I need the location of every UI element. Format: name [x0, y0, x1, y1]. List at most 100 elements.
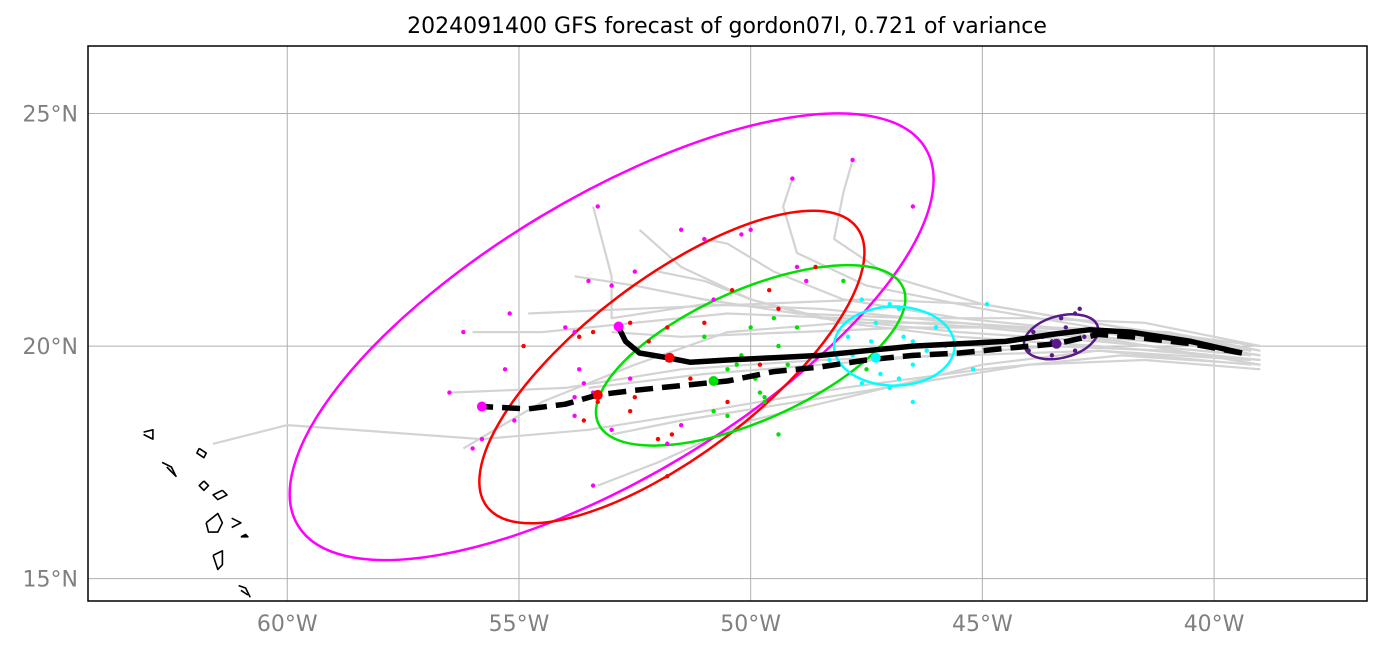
uncertainty-ellipse [288, 112, 935, 562]
x-tick-label: 60°W [257, 612, 318, 637]
ensemble-point [859, 381, 865, 386]
ensemble-point [748, 227, 753, 232]
ensemble-point [725, 413, 730, 419]
ensemble-point [590, 483, 596, 488]
ensemble-point [595, 204, 600, 209]
ensemble-point [757, 362, 763, 367]
ensemble-point [702, 236, 707, 242]
coastline [240, 589, 249, 596]
ensemble-point [521, 343, 526, 349]
ensemble-point [864, 367, 869, 372]
coastline [240, 533, 249, 538]
ensemble-point [845, 334, 851, 339]
ensemble-point [1082, 334, 1087, 339]
ensemble-point [627, 408, 633, 414]
ensemble-point [762, 395, 767, 400]
x-tick-label: 55°W [489, 612, 550, 637]
ensemble-point [646, 339, 651, 344]
ensemble-point [734, 362, 739, 367]
ensemble-point [711, 408, 716, 414]
ensemble-point [581, 418, 587, 423]
ensemble-point [1026, 348, 1031, 353]
ensemble-point [702, 334, 707, 339]
ensemble-point [790, 176, 795, 181]
ensemble-point [887, 301, 892, 307]
ensemble-point [1031, 329, 1036, 335]
ensemble-point [776, 432, 781, 437]
ensemble-point [725, 399, 730, 405]
ensemble-point [669, 432, 675, 437]
mean-position-marker [592, 389, 603, 400]
ensemble-point [1058, 315, 1064, 321]
ensemble-point [1072, 348, 1078, 353]
ensemble-point [873, 320, 878, 326]
grid [88, 46, 1367, 601]
ensemble-point [577, 334, 582, 339]
ensemble-point [748, 325, 753, 330]
ensemble-point [502, 367, 508, 372]
ensemble-point [507, 311, 512, 316]
ensemble-point [1063, 325, 1068, 330]
y-tick-label: 20°N [23, 335, 78, 360]
ensemble-point [461, 329, 466, 335]
coastline [198, 480, 210, 492]
ensemble-point [632, 269, 638, 274]
coastline [161, 461, 177, 478]
ensemble-point [725, 367, 730, 372]
ensemble-point [878, 371, 883, 377]
mean-position-marker [708, 375, 719, 386]
ensemble-point [841, 278, 846, 284]
mean-track-solid [616, 326, 1243, 366]
x-tick-label: 50°W [720, 612, 781, 637]
ensemble-point [590, 329, 596, 335]
ensemble-point [655, 436, 661, 442]
ensemble-point [665, 474, 670, 479]
ensemble-point [933, 325, 939, 330]
ensemble-point [910, 339, 916, 344]
ensemble-point [572, 413, 577, 419]
ensemble-track [592, 206, 1252, 352]
coastline [231, 517, 242, 529]
ensemble-point [859, 297, 865, 302]
ensemble-point [868, 339, 874, 344]
ensemble-track [528, 298, 1261, 348]
ensemble-track [611, 358, 1261, 436]
ensemble-point [729, 288, 735, 293]
ensemble-track [597, 349, 1252, 487]
ensemble-point [572, 329, 577, 335]
ensemble-point [896, 376, 902, 381]
axis-ticks: 60°W 55°W 50°W 45°W 40°W 15°N 20°N 25°N [23, 102, 1245, 637]
ensemble-point [678, 422, 684, 428]
ensemble-point [910, 204, 916, 209]
ensemble-point [581, 381, 587, 386]
ensemble-point [586, 278, 591, 284]
ensemble-point [984, 301, 990, 307]
x-tick-label: 40°W [1184, 612, 1245, 637]
ensemble-point [827, 357, 832, 363]
coastline [205, 512, 224, 533]
ensemble-point [512, 418, 517, 423]
ensemble-point [794, 264, 800, 270]
ensemble-point [665, 441, 670, 446]
ensemble-point [771, 315, 777, 321]
ensemble-track [212, 354, 1261, 445]
ensemble-point [665, 325, 670, 330]
ensemble-point [711, 297, 716, 302]
mean-position-marker [613, 321, 624, 332]
ensemble-point [1077, 306, 1082, 312]
ensemble-point [595, 399, 600, 405]
ensemble-point [739, 232, 744, 237]
mean-position-marker [664, 352, 675, 363]
x-tick-label: 45°W [952, 612, 1013, 637]
uncertainty-ellipse [594, 263, 907, 447]
ensemble-point [627, 320, 633, 326]
ensemble-point [572, 395, 577, 400]
mean-position-marker [1051, 338, 1062, 349]
coastline [238, 584, 251, 598]
ensemble-point [910, 399, 916, 405]
ensemble-point [447, 390, 452, 395]
uncertainty-ellipse [478, 209, 866, 525]
ensemble-point [757, 390, 763, 395]
ensemble-point [794, 325, 800, 330]
